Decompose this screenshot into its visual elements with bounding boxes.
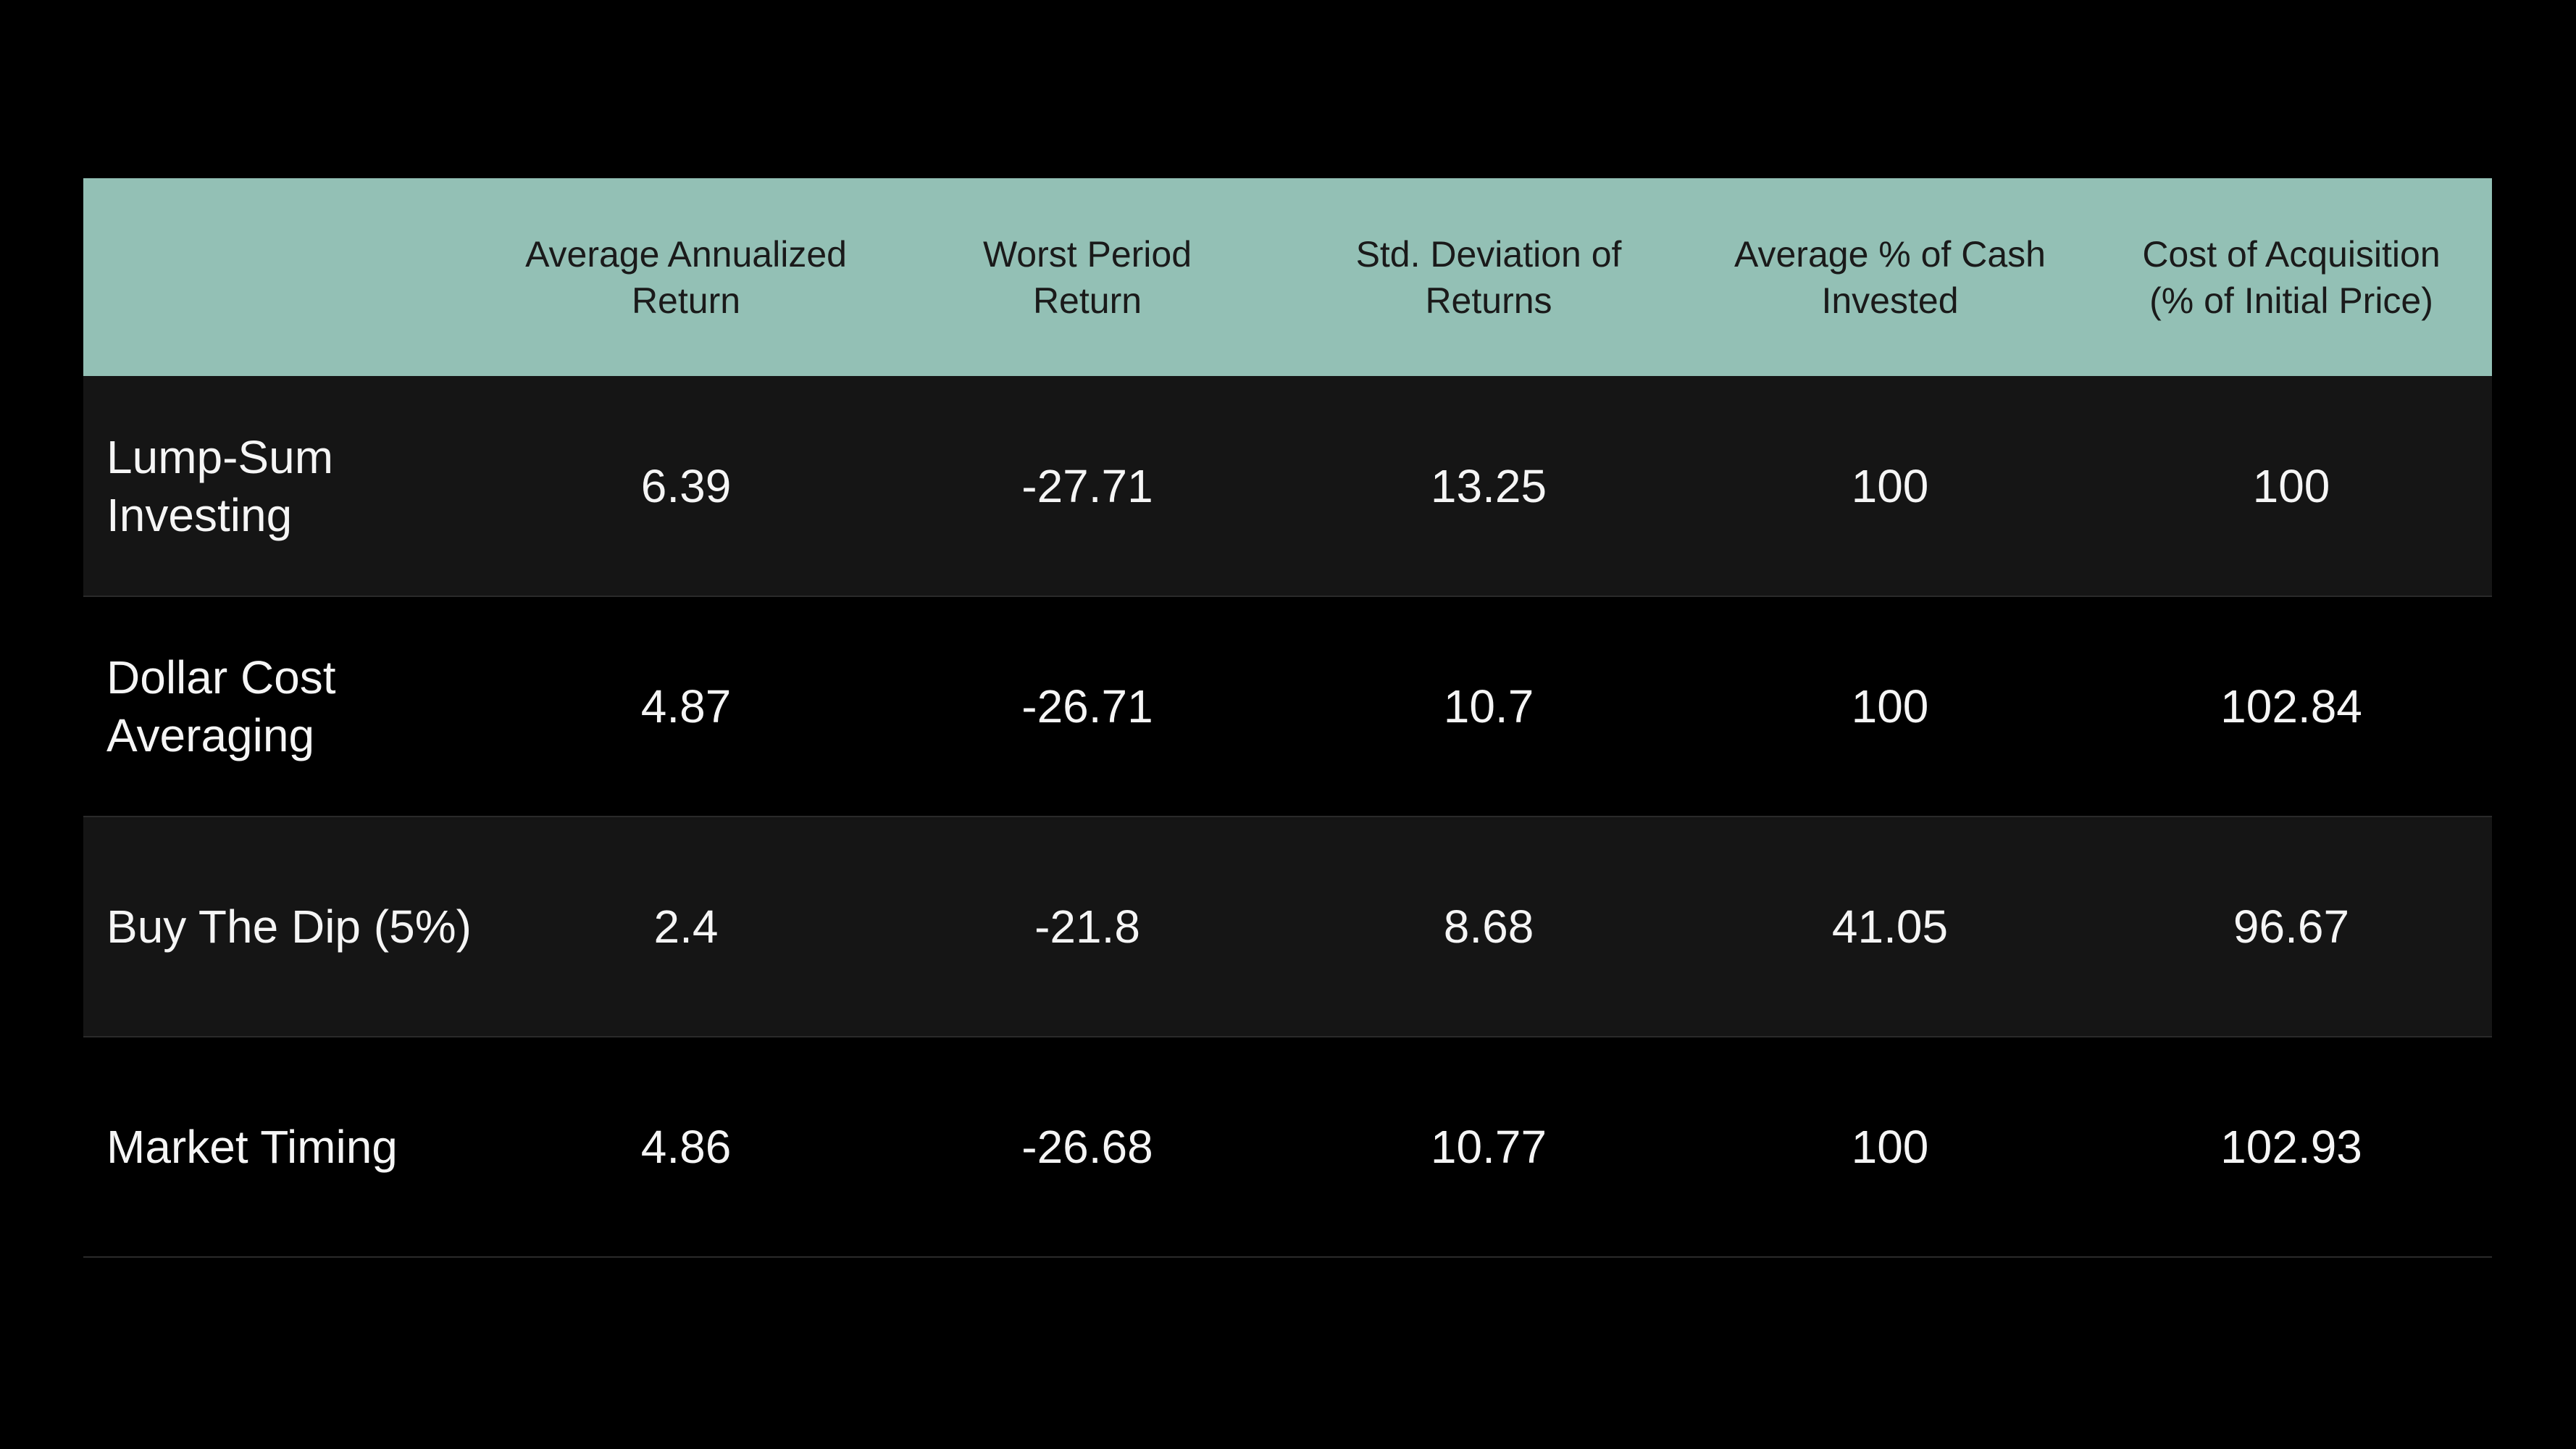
cell-average-cash-invested: 100 (1851, 1121, 1929, 1173)
cell-cost-of-acquisition: 100 (2252, 459, 2330, 512)
row-label-line: Investing (106, 488, 293, 541)
cell-std-deviation: 13.25 (1430, 459, 1547, 512)
cell-average-annualized-return: 4.87 (640, 680, 732, 732)
row-label-line: Market Timing (106, 1121, 398, 1173)
row-label-line: Lump-Sum (106, 430, 333, 483)
cell-cost-of-acquisition: 96.67 (2233, 901, 2350, 953)
header-average-annualized-return: Average Annualized Return (485, 178, 887, 376)
row-label-line: Averaging (106, 709, 315, 761)
header-line: Average % of Cash (1734, 233, 2046, 275)
header-line: Worst Period (982, 233, 1192, 275)
row-label-cell: Lump-Sum Investing (83, 376, 485, 596)
cell-average-cash-invested: 100 (1851, 680, 1929, 732)
table-row-market-timing: Market Timing 4.86 -26.68 10.77 100 102.… (83, 1037, 2492, 1257)
header-std-deviation-of-returns: Std. Deviation of Returns (1288, 178, 1689, 376)
header-line: Return (631, 280, 741, 321)
header-line: Std. Deviation of (1355, 233, 1622, 275)
comparison-table-container: Average Annualized Return Worst Period R… (83, 178, 2492, 1258)
strategy-comparison-table: Average Annualized Return Worst Period R… (83, 178, 2492, 1258)
row-label-cell: Dollar Cost Averaging (83, 596, 485, 817)
table-row-lump-sum-investing: Lump-Sum Investing 6.39 -27.71 13.25 100… (83, 376, 2492, 596)
row-label-line: Dollar Cost (106, 651, 336, 703)
cell-average-annualized-return: 6.39 (640, 459, 732, 512)
cell-std-deviation: 10.77 (1430, 1121, 1547, 1173)
table-body: Lump-Sum Investing 6.39 -27.71 13.25 100… (83, 376, 2492, 1257)
cell-average-annualized-return: 2.4 (653, 901, 719, 953)
cell-worst-period-return: -27.71 (1021, 459, 1153, 512)
cell-average-cash-invested: 100 (1851, 459, 1929, 512)
header-row: Average Annualized Return Worst Period R… (83, 178, 2492, 376)
cell-cost-of-acquisition: 102.93 (2220, 1121, 2362, 1173)
table-row-buy-the-dip: Buy The Dip (5%) 2.4 -21.8 8.68 41.05 96… (83, 817, 2492, 1037)
header-average-cash-invested: Average % of Cash Invested (1689, 178, 2091, 376)
row-label-line: Buy The Dip (5%) (106, 901, 472, 953)
table-row-dollar-cost-averaging: Dollar Cost Averaging 4.87 -26.71 10.7 1… (83, 596, 2492, 817)
cell-worst-period-return: -21.8 (1034, 901, 1140, 953)
table-header: Average Annualized Return Worst Period R… (83, 178, 2492, 376)
cell-worst-period-return: -26.68 (1021, 1121, 1153, 1173)
header-line: Average Annualized (525, 233, 847, 275)
cell-average-annualized-return: 4.86 (640, 1121, 732, 1173)
cell-std-deviation: 10.7 (1443, 680, 1534, 732)
row-label-cell: Market Timing (83, 1037, 485, 1257)
row-label-cell: Buy The Dip (5%) (83, 817, 485, 1037)
header-line: Cost of Acquisition (2142, 233, 2441, 275)
cell-average-cash-invested: 41.05 (1831, 901, 1949, 953)
header-line: (% of Initial Price) (2149, 280, 2433, 321)
header-cost-of-acquisition: Cost of Acquisition (% of Initial Price) (2091, 178, 2492, 376)
header-line: Return (1032, 280, 1142, 321)
cell-worst-period-return: -26.71 (1021, 680, 1153, 732)
cell-cost-of-acquisition: 102.84 (2220, 680, 2362, 732)
header-worst-period-return: Worst Period Return (887, 178, 1288, 376)
cell-std-deviation: 8.68 (1443, 901, 1534, 953)
header-line: Invested (1821, 280, 1959, 321)
header-corner-cell (83, 178, 485, 376)
header-line: Returns (1425, 280, 1552, 321)
